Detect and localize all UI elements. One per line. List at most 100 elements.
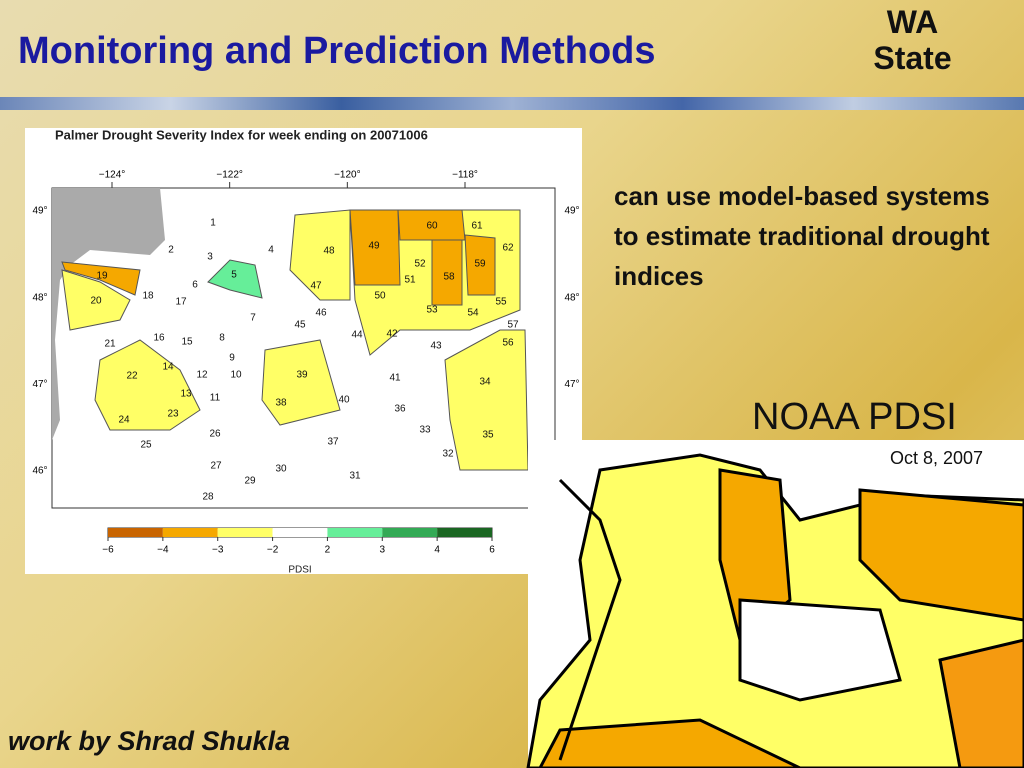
region-label: 39 [296, 370, 308, 381]
region-label: 9 [229, 353, 235, 364]
colorbar-swatch [162, 528, 218, 537]
colorbar-swatch [437, 528, 492, 537]
region-fill [207, 259, 263, 299]
colorbar-label: PDSI [288, 565, 311, 576]
lon-tick-label: −118° [452, 170, 478, 181]
region-label: 37 [327, 437, 339, 448]
region-label: 29 [244, 476, 256, 487]
lat-tick-label: 48° [32, 292, 47, 303]
region-label: 62 [502, 243, 514, 254]
region-fill [61, 269, 131, 331]
region-label: 36 [394, 404, 406, 415]
region-label: 51 [404, 275, 416, 286]
region-label: 17 [175, 297, 187, 308]
lat-tick-label: 47° [32, 379, 47, 390]
region-label: 35 [482, 430, 494, 441]
lat-tick-label: 49° [564, 206, 579, 217]
region-fill [431, 239, 463, 306]
region-label: 28 [202, 492, 214, 503]
region-label: 3 [207, 252, 213, 263]
inset-border [558, 478, 622, 761]
region-label: 47 [310, 281, 322, 292]
lat-tick-label: 49° [32, 206, 47, 217]
region-label: 4 [268, 245, 274, 256]
lon-tick-label: −122° [216, 170, 243, 181]
region-label: 20 [90, 296, 102, 307]
lat-tick-label: 46° [32, 466, 47, 477]
colorbar-tick-label: 2 [325, 545, 331, 556]
colorbar-tick-label: 3 [380, 545, 386, 556]
region-fill [261, 339, 341, 426]
region-fill [349, 209, 401, 286]
region-fill [289, 209, 351, 301]
region-label: 43 [430, 341, 442, 352]
region-label: 13 [180, 389, 192, 400]
region-label: 45 [294, 320, 306, 331]
region-label: 42 [386, 329, 398, 340]
colorbar-swatch [382, 528, 438, 537]
region-label: 59 [474, 259, 486, 270]
region-label: 21 [104, 339, 116, 350]
region-label: 31 [349, 471, 361, 482]
region-label: 5 [231, 270, 237, 281]
region-label: 18 [142, 291, 154, 302]
region-label: 23 [167, 409, 179, 420]
region-label: 41 [389, 373, 401, 384]
region-fill [464, 234, 496, 296]
region-fill [94, 339, 201, 431]
region-label: 58 [443, 272, 455, 283]
region-label: 52 [414, 259, 426, 270]
region-label: 44 [351, 330, 363, 341]
region-label: 2 [168, 245, 174, 256]
tag: WA State [850, 4, 975, 76]
region-label: 48 [323, 246, 335, 257]
colorbar-swatch [272, 528, 328, 537]
lon-tick-label: −120° [334, 170, 361, 181]
lat-tick-label: 47° [564, 379, 579, 390]
region-label: 15 [181, 337, 193, 348]
banner-stripe [0, 97, 1024, 110]
inset-region [858, 488, 1024, 622]
inset-title: NOAA PDSI [752, 396, 957, 438]
region-label: 6 [192, 280, 198, 291]
colorbar-tick-label: −2 [267, 545, 279, 556]
region-label: 49 [368, 241, 380, 252]
region-label: 12 [196, 370, 208, 381]
region-label: 27 [210, 461, 222, 472]
colorbar-swatch [108, 528, 163, 537]
inset-map [526, 440, 1024, 768]
region-label: 54 [467, 308, 479, 319]
colorbar-swatch [217, 528, 273, 537]
colorbar-tick-label: 6 [489, 545, 495, 556]
region-label: 30 [275, 464, 287, 475]
colorbar-tick-label: −4 [157, 545, 169, 556]
inset-region [938, 638, 1024, 768]
colorbar-tick-label: −6 [102, 545, 114, 556]
region-label: 40 [338, 395, 350, 406]
region-label: 8 [219, 333, 225, 344]
region-fill [61, 261, 141, 296]
inset-region [538, 718, 801, 768]
colorbar-tick-label: 4 [434, 545, 440, 556]
map-title: Palmer Drought Severity Index for week e… [55, 127, 428, 142]
region-label: 16 [153, 333, 165, 344]
region-label: 33 [419, 425, 431, 436]
region-label: 38 [275, 398, 287, 409]
tag-line: WA [886, 4, 939, 40]
region-label: 60 [426, 221, 438, 232]
region-label: 32 [442, 449, 454, 460]
lon-tick-label: −124° [99, 170, 126, 181]
region-label: 61 [471, 221, 483, 232]
credit: work by Shrad Shukla [8, 726, 291, 756]
inset-date: Oct 8, 2007 [890, 448, 984, 468]
region-label: 19 [96, 271, 108, 282]
lat-tick-label: 48° [564, 292, 579, 303]
tag-line: State [873, 40, 952, 76]
body-text: can use model-based systems to estimate … [614, 181, 990, 291]
region-label: 53 [426, 305, 438, 316]
region-label: 56 [502, 338, 514, 349]
region-label: 34 [479, 377, 491, 388]
region-label: 50 [374, 291, 386, 302]
